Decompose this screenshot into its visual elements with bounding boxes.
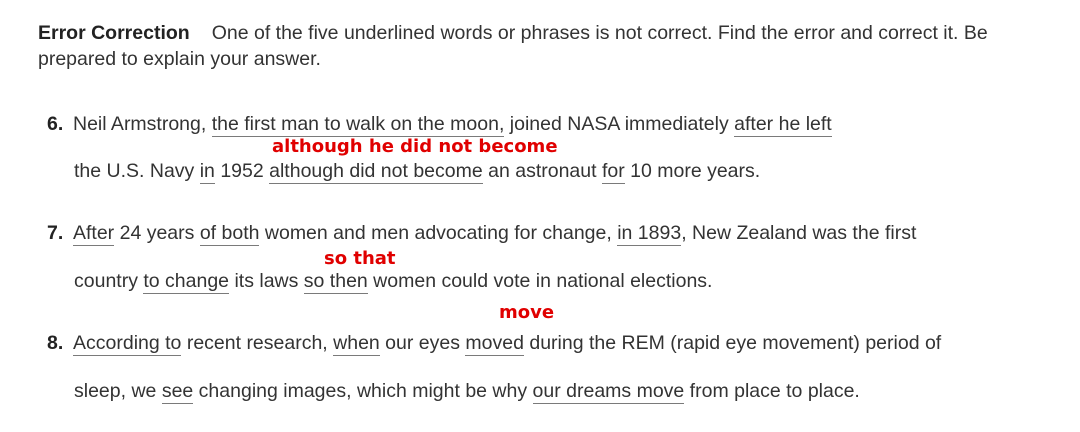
text-span: from place to place.	[684, 380, 860, 402]
underlined-phrase: for	[601, 160, 625, 184]
text-span: the U.S. Navy	[74, 160, 200, 182]
item-7-line-1: 7. After 24 years of both women and men a…	[47, 220, 916, 246]
underlined-phrase: in	[199, 160, 215, 184]
underlined-phrase: although did not become	[269, 160, 483, 184]
item-7-line-2: country to change its laws so then women…	[74, 268, 712, 294]
instructions: Error Correction One of the five underlin…	[38, 20, 1048, 72]
item-6-line-2: the U.S. Navy in 1952 although did not b…	[74, 158, 760, 184]
text-span: its laws	[229, 270, 304, 292]
instructions-text: One of the five underlined words or phra…	[38, 22, 988, 70]
item-8-line-2: sleep, we see changing images, which mig…	[74, 378, 860, 404]
item-number: 7.	[47, 222, 64, 244]
underlined-phrase: After	[73, 222, 115, 246]
handwritten-correction: although he did not become	[272, 136, 558, 157]
text-span: 24 years	[114, 222, 200, 244]
underlined-phrase: when	[333, 332, 380, 356]
text-span: recent research,	[181, 332, 334, 354]
underlined-phrase: after he left	[734, 113, 832, 137]
text-span: women and men advocating for change,	[259, 222, 618, 244]
underlined-phrase: the first man to walk on the moon,	[211, 113, 505, 137]
text-span: during the REM (rapid eye movement) peri…	[523, 332, 942, 354]
text-span: women could vote in national elections.	[367, 270, 713, 292]
text-span: , New Zealand was the first	[681, 222, 917, 244]
text-span: country	[74, 270, 144, 292]
underlined-phrase: moved	[465, 332, 524, 356]
text-span: joined NASA immediately	[504, 113, 735, 135]
underlined-phrase: to change	[143, 270, 230, 294]
underlined-phrase: According to	[73, 332, 182, 356]
section-heading: Error Correction	[38, 22, 190, 44]
text-span: an astronaut	[482, 160, 602, 182]
text-span: changing images, which might be why	[193, 380, 533, 402]
text-span: 10 more years.	[624, 160, 761, 182]
underlined-phrase: of both	[199, 222, 260, 246]
underlined-phrase: in 1893	[617, 222, 682, 246]
item-number: 6.	[47, 113, 64, 135]
item-6-line-1: 6. Neil Armstrong, the first man to walk …	[47, 111, 832, 137]
text-span: our eyes	[379, 332, 466, 354]
item-number: 8.	[47, 332, 64, 354]
underlined-phrase: our dreams move	[532, 380, 685, 404]
text-span: 1952	[214, 160, 270, 182]
text-span: sleep, we	[74, 380, 162, 402]
text-span: Neil Armstrong,	[73, 113, 212, 135]
item-8-line-1: 8. According to recent research, when our…	[47, 330, 941, 356]
handwritten-correction: so that	[324, 248, 396, 269]
handwritten-correction: move	[499, 302, 555, 323]
underlined-phrase: so then	[303, 270, 368, 294]
underlined-phrase: see	[161, 380, 194, 404]
